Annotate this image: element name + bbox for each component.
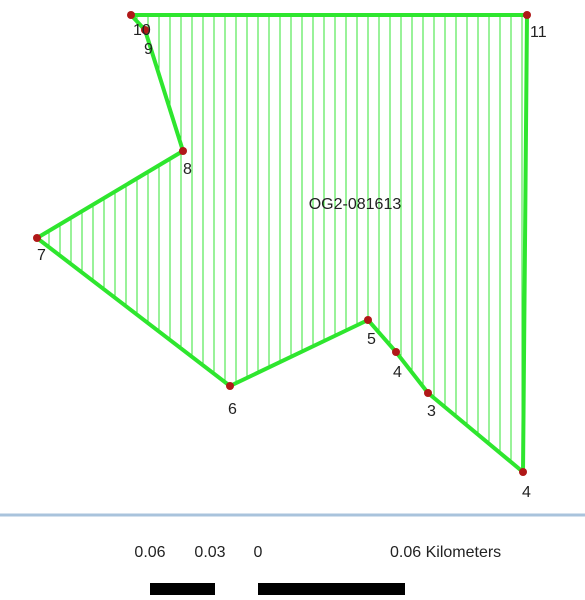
vertex xyxy=(523,11,531,19)
scale-segment xyxy=(258,583,405,595)
vertex xyxy=(226,382,234,390)
scale-bar: 0.06 0.03 0 0.06 Kilometers xyxy=(134,544,501,595)
vertex-label: 3 xyxy=(427,403,436,420)
vertex-label: 9 xyxy=(144,41,153,58)
vertex xyxy=(127,11,135,19)
scale-label: 0 xyxy=(254,544,263,561)
vertex-label: 6 xyxy=(228,401,237,418)
vertex xyxy=(392,348,400,356)
vertex-label: 4 xyxy=(393,364,402,381)
vertex xyxy=(519,468,527,476)
vertex-label: 11 xyxy=(530,24,547,41)
vertex-label: 4 xyxy=(522,484,531,501)
parcel-layer xyxy=(33,11,531,476)
feature-label: OG2-081613 xyxy=(309,196,402,213)
vertex-label: 10 xyxy=(133,22,151,39)
vertex-label: 8 xyxy=(183,161,192,178)
scale-label: 0.06 xyxy=(134,544,165,561)
vertex xyxy=(33,234,41,242)
scale-label: 0.03 xyxy=(194,544,225,561)
vertex xyxy=(364,316,372,324)
vertex xyxy=(424,389,432,397)
parcel-fill xyxy=(37,15,527,472)
vertex xyxy=(141,26,149,34)
scale-segment xyxy=(150,583,215,595)
scale-segment xyxy=(215,583,258,595)
scale-label: 0.06 Kilometers xyxy=(390,544,501,561)
vertex-label: 7 xyxy=(37,247,46,264)
vertex xyxy=(179,147,187,155)
vertex-label: 5 xyxy=(367,331,376,348)
